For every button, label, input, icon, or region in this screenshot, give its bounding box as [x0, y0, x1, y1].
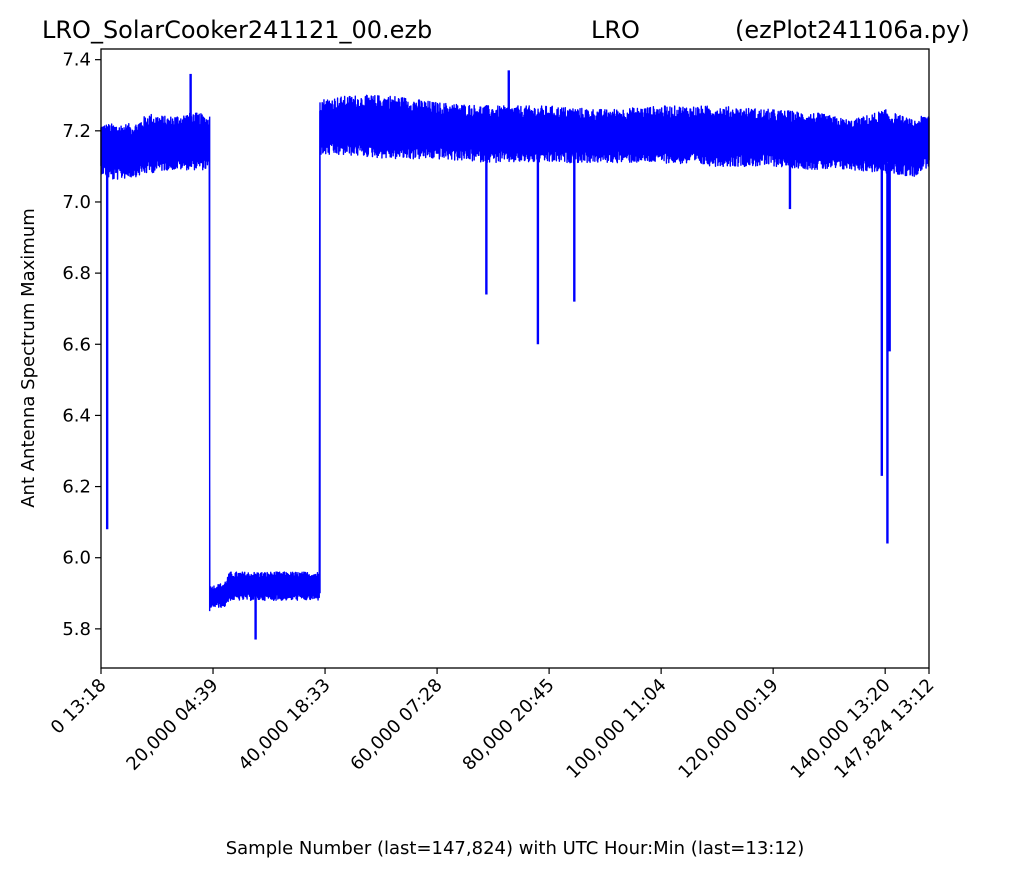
y-tick-label: 5.8: [62, 619, 91, 640]
x-tick-label: 100,000 11:04: [562, 675, 670, 783]
x-tick-label: 60,000 07:28: [347, 675, 447, 775]
x-tick-label: 0 13:18: [47, 675, 111, 739]
plot-area: [100, 70, 930, 640]
x-axis: 0 13:18 20,000 04:39 40,000 18:33 60,000 07…: [47, 668, 939, 783]
x-tick-label: 40,000 18:33: [234, 675, 334, 775]
y-tick-label: 7.2: [62, 121, 91, 142]
series-line: [100, 94, 930, 612]
y-tick-label: 6.8: [62, 263, 91, 284]
y-tick-label: 6.6: [62, 334, 91, 355]
y-tick-label: 6.2: [62, 477, 91, 498]
x-tick-label: 20,000 04:39: [122, 675, 222, 775]
header-center: LRO: [591, 16, 640, 44]
y-axis: 5.8 6.0 6.2 6.4 6.6 6.8 7.0 7.2 7.4: [62, 50, 101, 640]
plot-frame: [100, 48, 930, 669]
header-right: (ezPlot241106a.py): [735, 16, 970, 44]
header-left: LRO_SolarCooker241121_00.ezb: [42, 16, 432, 44]
y-tick-label: 7.0: [62, 192, 91, 213]
x-tick-label: 80,000 20:45: [459, 675, 559, 775]
x-axis-label: Sample Number (last=147,824) with UTC Ho…: [226, 838, 805, 859]
x-tick-label: 120,000 00:19: [674, 675, 782, 783]
y-tick-label: 7.4: [62, 50, 91, 71]
y-tick-label: 6.4: [62, 405, 91, 426]
y-tick-label: 6.0: [62, 548, 91, 569]
y-axis-label: Ant Antenna Spectrum Maximum: [18, 208, 39, 508]
